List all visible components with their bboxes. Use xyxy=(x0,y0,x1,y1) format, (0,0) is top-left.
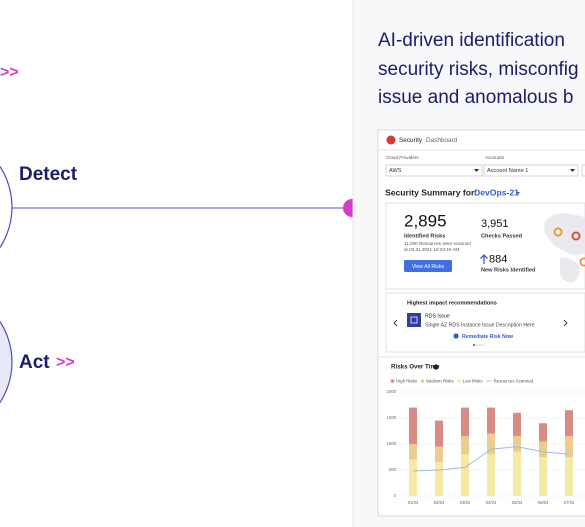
legend-label: Medium Risks xyxy=(426,379,454,384)
logo xyxy=(386,135,396,145)
bar-segment xyxy=(487,454,495,496)
action-icon xyxy=(453,333,459,339)
bar-segment xyxy=(435,446,443,463)
dropdown-icon xyxy=(474,169,479,172)
bar-segment xyxy=(461,436,469,455)
y-tick-label: 1000 xyxy=(387,441,397,446)
filter-value: AWS xyxy=(389,168,402,174)
resources-line xyxy=(412,446,570,472)
filter-label: Accounts xyxy=(485,155,505,160)
kpi-label: Identified Risks xyxy=(404,233,445,239)
legend-label: High Risks xyxy=(396,379,418,384)
bar-segment xyxy=(565,436,573,457)
x-tick-label: 01/04 xyxy=(408,500,419,505)
button-label: View All Risks xyxy=(412,264,445,270)
x-tick-label: 06/04 xyxy=(538,500,549,505)
step-circle xyxy=(0,165,13,249)
x-tick-label: 02/04 xyxy=(434,500,445,505)
bar-segment xyxy=(539,441,547,457)
bar-segment xyxy=(565,457,573,496)
view-risks-button[interactable] xyxy=(404,260,452,272)
y-tick-label: 500 xyxy=(389,467,397,472)
bar-segment xyxy=(513,436,521,452)
filter-select[interactable] xyxy=(385,164,483,177)
x-tick-label: 04/04 xyxy=(486,500,497,505)
bar-segment xyxy=(461,454,469,496)
bar-segment xyxy=(487,433,495,455)
legend-swatch xyxy=(457,379,461,383)
description-line: security risks, misconfig xyxy=(378,59,579,80)
summary-label: Security Summary for: xyxy=(385,187,477,197)
chart-title: Risks Over Time xyxy=(391,364,440,371)
prev-button[interactable] xyxy=(393,319,398,327)
filter-value: Account Name 1 xyxy=(487,168,528,174)
kpi-note: at 03.31.2021 10:23:40 AM xyxy=(404,247,459,252)
legend-label: Low Risks xyxy=(463,379,484,384)
summary-target[interactable]: DevOps-21 xyxy=(474,187,519,197)
item-title: RDS Issue xyxy=(425,313,450,319)
description-line: AI-driven identification xyxy=(378,30,565,51)
step-label: Act xyxy=(19,352,50,373)
filter-label: Cloud Providers xyxy=(386,155,419,160)
bar-segment xyxy=(487,407,495,434)
kpi-label: New Risks Identified xyxy=(481,267,536,273)
page-name: Dashboard xyxy=(426,137,458,144)
dropdown-icon xyxy=(570,169,575,172)
x-tick-label: 05/04 xyxy=(512,500,523,505)
arrow-marker: >> xyxy=(0,64,19,81)
filter-select[interactable] xyxy=(581,164,585,177)
bar-segment xyxy=(539,457,547,496)
kpi-value: 884 xyxy=(489,253,507,265)
bar-segment xyxy=(539,423,547,442)
kpi-label: Checks Passed xyxy=(481,233,523,239)
kpi-value: 2,895 xyxy=(404,211,447,230)
bar-segment xyxy=(435,420,443,447)
bar-segment xyxy=(409,459,417,496)
next-button[interactable] xyxy=(563,319,568,327)
card-title: Highest impact recommendations xyxy=(407,300,497,306)
action-link[interactable]: Remediate Risk Now xyxy=(462,334,514,340)
pager-dots xyxy=(473,344,484,346)
rds-icon xyxy=(407,313,421,327)
bar-segment xyxy=(409,407,417,444)
legend-label: Resources Scanned xyxy=(494,379,534,384)
description-line: issue and anomalous b xyxy=(378,87,573,108)
bar-segment xyxy=(565,410,573,437)
item-description: Single AZ RDS Instance Issue Description… xyxy=(425,322,535,328)
filter-select[interactable] xyxy=(483,164,579,177)
legend-swatch xyxy=(390,379,395,383)
dropdown-icon xyxy=(516,192,520,195)
y-tick-label: 0 xyxy=(394,493,397,498)
legend-swatch xyxy=(420,379,425,383)
step-arrow[interactable]: >> xyxy=(56,354,75,371)
bar-segment xyxy=(409,444,417,460)
kpi-note: 11,000 Resources were scanned xyxy=(404,241,471,246)
x-tick-label: 03/04 xyxy=(460,500,471,505)
bar-segment xyxy=(513,412,521,437)
step-label: Detect xyxy=(19,164,78,185)
kpi-value: 3,951 xyxy=(481,218,509,230)
step-circle-active xyxy=(0,320,13,404)
chart: High Risks Medium Risks Low Risks Resources… xyxy=(387,379,585,505)
up-arrow xyxy=(480,254,488,264)
app-name: Security xyxy=(399,137,423,144)
world-map xyxy=(544,213,585,283)
bar-segment xyxy=(461,407,469,437)
y-tick-label: 1500 xyxy=(387,415,397,420)
bar-segment xyxy=(435,462,443,496)
info-icon xyxy=(433,364,439,370)
rds-icon-glyph xyxy=(410,316,418,324)
y-tick-label: 2000 xyxy=(387,389,397,394)
bar-segment xyxy=(513,451,521,496)
x-tick-label: 07/04 xyxy=(564,500,575,505)
